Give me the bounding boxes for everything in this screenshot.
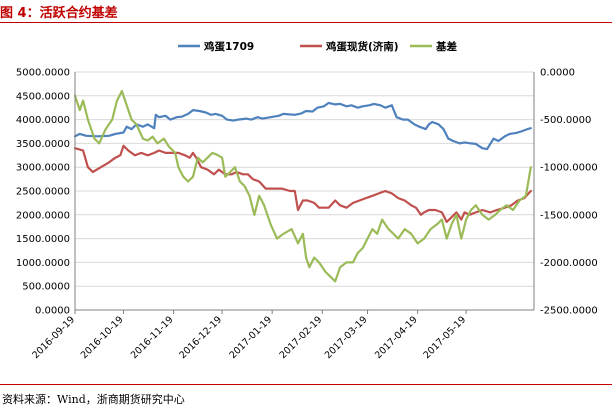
left-tick-label: 2000.0000 [16, 210, 70, 221]
left-tick-label: 4500.0000 [16, 91, 70, 102]
series-line-1 [73, 101, 532, 151]
left-tick-label: 3000.0000 [16, 163, 70, 174]
series-line-3 [73, 89, 532, 283]
legend-entry: 鸡蛋现货(济南) [300, 40, 399, 53]
x-tick-label: 2016-09-19 [30, 314, 77, 361]
left-tick-label: 2500.0000 [16, 187, 70, 198]
x-tick-label: 2016-10-19 [79, 314, 126, 361]
right-tick-label: -2500.0000 [540, 306, 598, 317]
left-tick-label: 500.0000 [22, 282, 70, 293]
figure-title: 图 4：活跃合约基差 [0, 6, 118, 21]
chart-legend: 鸡蛋1709 鸡蛋现货(济南) 基差 [178, 40, 457, 53]
right-tick-label: 0.0000 [540, 68, 575, 79]
x-tick-label: 2017-01-19 [227, 314, 274, 361]
x-tick-label: 2016-12-19 [177, 314, 224, 361]
left-axis-ticks: 0.0000 500.0000 1000.0000 1500.0000 2000.000… [16, 68, 70, 317]
left-tick-label: 1000.0000 [16, 258, 70, 269]
series-layer [73, 89, 532, 283]
title-divider [0, 22, 612, 23]
x-tick-label: 2017-05-19 [421, 314, 468, 361]
x-axis-ticks: 2016-09-19 2016-10-19 2016-11-19 2016-12-19… [30, 310, 468, 361]
right-tick-label: -500.0000 [540, 115, 591, 126]
right-tick-label: -1500.0000 [540, 210, 598, 221]
chart-gridlines [75, 71, 534, 287]
x-tick-label: 2016-11-19 [129, 314, 176, 361]
chart-axes [74, 72, 535, 311]
x-tick-label: 2017-04-19 [373, 314, 420, 361]
left-tick-label: 5000.0000 [16, 68, 70, 79]
left-tick-label: 0.0000 [35, 306, 70, 317]
basis-line-chart: 鸡蛋1709 鸡蛋现货(济南) 基差 0.0000 500.0000 1000.0000… [16, 40, 598, 361]
left-tick-label: 3500.0000 [16, 139, 70, 150]
left-tick-label: 1500.0000 [16, 234, 70, 245]
source-divider [0, 384, 612, 385]
x-tick-label: 2017-03-19 [323, 314, 370, 361]
legend-label: 鸡蛋现货(济南) [325, 40, 399, 53]
legend-entry: 基差 [410, 40, 457, 53]
series-line-2 [73, 144, 532, 223]
right-tick-label: -2000.0000 [540, 258, 598, 269]
x-tick-label: 2017-02-19 [278, 314, 325, 361]
legend-label: 基差 [435, 40, 457, 53]
right-tick-label: -1000.0000 [540, 163, 598, 174]
left-tick-label: 4000.0000 [16, 115, 70, 126]
source-note: 资料来源：Wind，浙商期货研究中心 [2, 393, 185, 406]
legend-entry: 鸡蛋1709 [178, 40, 254, 53]
legend-label: 鸡蛋1709 [203, 40, 254, 53]
right-axis-ticks: 0.0000 -500.0000 -1000.0000 -1500.0000 -2000… [540, 68, 598, 317]
